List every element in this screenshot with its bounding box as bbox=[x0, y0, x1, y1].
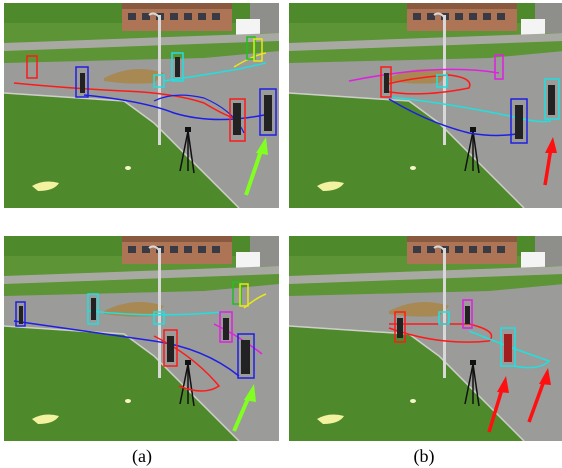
frame-top-right bbox=[289, 3, 562, 208]
frame-bottom-right bbox=[289, 236, 562, 441]
caption-a: (a) bbox=[132, 446, 152, 466]
caption-b: (b) bbox=[413, 446, 435, 466]
frame-bottom-left bbox=[4, 236, 279, 441]
frame-top-left bbox=[4, 3, 279, 208]
